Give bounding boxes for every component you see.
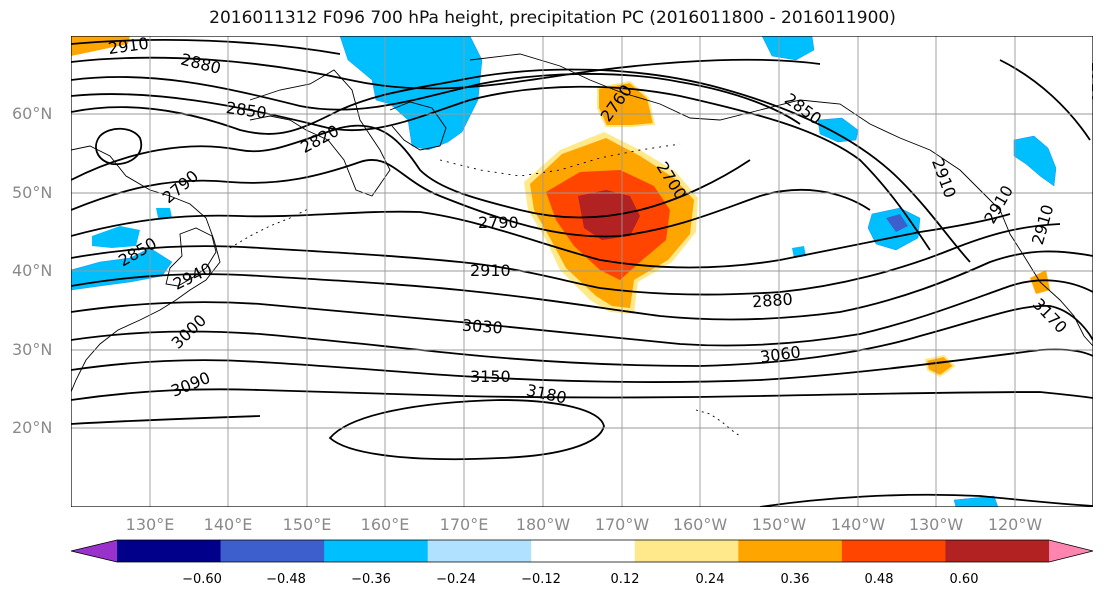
precip-blue-northwest — [761, 36, 815, 61]
kuril-islands — [229, 207, 311, 249]
precip-fill-layer — [71, 36, 1057, 507]
lon-label: 130°E — [125, 515, 175, 534]
lon-label: 160°W — [672, 515, 728, 534]
contour-line — [999, 59, 1091, 141]
contour-label: 2790 — [159, 166, 202, 207]
precip-orange-hawaii-ne — [924, 354, 956, 378]
contour-label: 2910 — [1088, 62, 1105, 103]
contour-label: 3030 — [461, 316, 503, 338]
precip-blue-japan — [71, 247, 173, 291]
coastline-layer — [71, 53, 1093, 437]
colorbar-segment — [945, 540, 1050, 562]
precip-blue-south — [953, 495, 999, 507]
hawaii-islands — [695, 409, 741, 437]
contour-label: 2910 — [980, 182, 1017, 227]
lon-label: 170°E — [439, 515, 489, 534]
coastline-kamchatka — [249, 69, 391, 197]
contour-line — [71, 68, 971, 263]
contour-line — [71, 348, 1093, 383]
contour-line — [71, 210, 1011, 269]
contour-line — [95, 127, 143, 166]
colorbar-segment — [634, 540, 739, 562]
colorbar-label: −0.48 — [266, 572, 306, 587]
precip-blue-gulf — [817, 117, 859, 143]
lat-label: 60°N — [12, 104, 53, 123]
coastline-bering — [389, 101, 447, 151]
contour-label: 2880 — [751, 290, 793, 312]
colorbar-label: −0.12 — [521, 572, 561, 587]
grid-layer — [71, 36, 1093, 507]
contour-line — [71, 304, 1093, 367]
colorbar-extend-high — [1049, 540, 1093, 562]
lon-label: 140°W — [830, 515, 886, 534]
height-contour-layer — [71, 39, 1093, 507]
colorbar-label: 0.24 — [695, 572, 725, 587]
lon-label: 150°E — [282, 515, 332, 534]
lon-label: 180°W — [515, 515, 571, 534]
precip-orange-north — [597, 80, 656, 127]
precip-purple-pacific-east — [886, 214, 908, 232]
contour-label: 3180 — [525, 380, 569, 407]
contour-line — [71, 388, 1093, 401]
contour-label: 2910 — [107, 34, 150, 58]
contour-label: 3090 — [168, 368, 213, 401]
contour-label: 2880 — [179, 50, 223, 78]
lat-label: 20°N — [12, 418, 53, 437]
lon-label: 170°W — [594, 515, 650, 534]
contour-label: 3170 — [1029, 294, 1071, 336]
colorbar-extend-low — [71, 540, 117, 562]
contour-line — [71, 124, 751, 219]
colorbar — [70, 539, 1094, 563]
coastline-japan — [165, 227, 217, 287]
precip-blue-east-siberia — [339, 36, 483, 151]
colorbar-segment — [427, 540, 532, 562]
lon-label: 140°E — [203, 515, 253, 534]
contour-line — [71, 223, 1061, 296]
contour-line — [71, 279, 1093, 347]
contour-label: 2910 — [470, 261, 511, 280]
colorbar-segment — [531, 540, 636, 562]
lat-label: 40°N — [12, 261, 53, 280]
map-title: 2016011312 F096 700 hPa height, precipit… — [209, 8, 896, 28]
colorbar-segment — [117, 540, 222, 562]
precip-blue-japan-north — [92, 226, 140, 248]
lon-label: 130°W — [908, 515, 964, 534]
contour-label: 2790 — [478, 213, 519, 232]
colorbar-label: −0.36 — [351, 572, 391, 587]
contour-line — [71, 415, 261, 425]
lon-label: 150°W — [751, 515, 807, 534]
colorbar-label: 0.12 — [610, 572, 640, 587]
colorbar-segment — [324, 540, 429, 562]
colorbar-segment — [841, 540, 946, 562]
lat-label: 50°N — [12, 183, 53, 202]
coastline-alaska — [469, 53, 1093, 347]
colorbar-label: 0.48 — [864, 572, 894, 587]
colorbar-outline — [70, 539, 1094, 563]
colorbar-segment — [220, 540, 325, 562]
contour-label: 3150 — [470, 367, 511, 386]
contour-line — [759, 493, 1093, 507]
colorbar-label: −0.24 — [436, 572, 476, 587]
contour-line — [71, 85, 931, 251]
contour-line — [71, 73, 801, 125]
precip-blue-hokkaido — [156, 208, 172, 218]
lon-label: 160°E — [360, 515, 410, 534]
lat-label: 30°N — [12, 340, 53, 359]
colorbar-label: 0.36 — [780, 572, 810, 587]
colorbar-label: −0.60 — [182, 572, 222, 587]
colorbar-label: 0.60 — [949, 572, 979, 587]
aleutians — [439, 143, 681, 177]
contour-line — [71, 39, 341, 55]
precip-blue-canada — [1013, 135, 1057, 187]
contour-label: 3060 — [759, 342, 802, 366]
contour-line — [328, 399, 605, 461]
contour-line — [71, 159, 871, 238]
contour-label: 2850 — [225, 98, 268, 122]
contour-label: 2910 — [928, 156, 960, 201]
colorbar-segment — [738, 540, 843, 562]
lon-label: 120°W — [987, 515, 1043, 534]
contour-line — [71, 250, 1093, 321]
